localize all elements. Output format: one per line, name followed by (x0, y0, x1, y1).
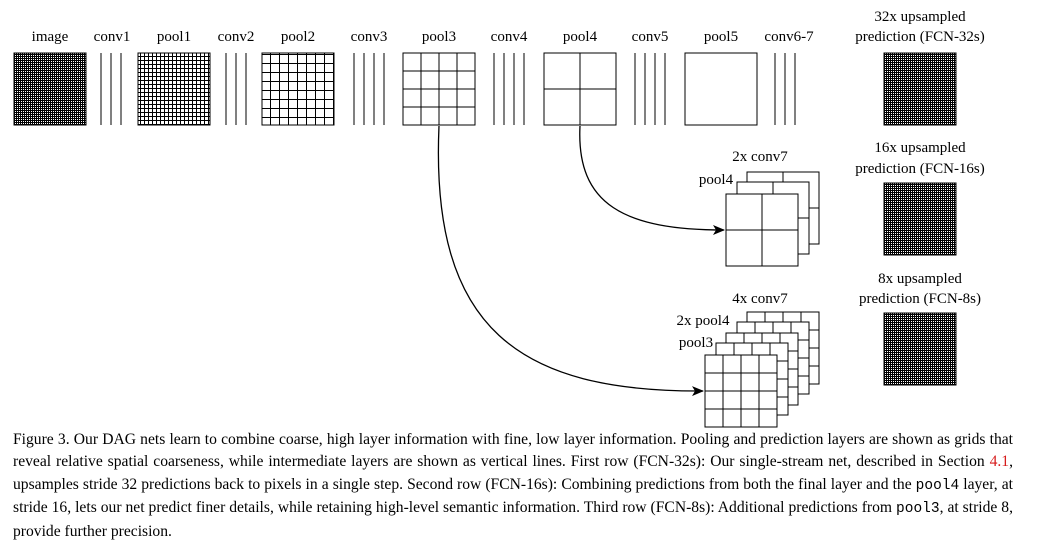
pool4-grid (543, 52, 617, 126)
fcn16s-prediction-grid (883, 182, 957, 256)
label-fcn8s-line1: 8x upsampled (878, 271, 962, 287)
label-pool2: pool2 (281, 29, 315, 45)
figure-caption: Figure 3. Our DAG nets learn to combine … (13, 429, 1013, 543)
label-fcn32s-line2: prediction (FCN-32s) (855, 29, 985, 45)
section-reference-link[interactable]: 4.1 (989, 453, 1010, 471)
label-fcn16s-line1: 16x upsampled (874, 140, 966, 156)
pool2-grid (261, 52, 335, 126)
label-conv3: conv3 (351, 29, 388, 45)
caption-text-2: , upsamples stride 32 predictions back t… (13, 453, 1013, 493)
label-pool4: pool4 (563, 29, 598, 45)
caption-code-pool3: pool3 (896, 501, 940, 518)
label-pool1: pool1 (157, 29, 191, 45)
caption-text-4: , at stride 8, provide further precision… (13, 499, 1014, 540)
label-pool3-stack: pool3 (679, 335, 713, 351)
label-fcn8s-line2: prediction (FCN-8s) (859, 291, 981, 307)
label-conv4: conv4 (491, 29, 528, 45)
label-2x-pool4: 2x pool4 (677, 313, 730, 329)
fcn8s-prediction-grid (883, 312, 957, 386)
pool1-grid (137, 52, 211, 126)
pool4-skip-arrow (579, 125, 725, 235)
label-conv5: conv5 (632, 29, 669, 45)
conv1-lines (100, 53, 122, 125)
label-conv1: conv1 (94, 29, 131, 45)
fcn-architecture-diagram: image conv1 pool1 conv2 pool2 conv3 pool… (13, 9, 985, 428)
conv2-lines (225, 53, 247, 125)
label-pool4-stack: pool4 (699, 172, 734, 188)
label-fcn32s-line1: 32x upsampled (874, 9, 966, 25)
conv6-7-lines (774, 53, 796, 125)
row2-pool4-grid (725, 193, 799, 267)
caption-code-pool4: pool4 (915, 477, 960, 494)
fcn32s-prediction-grid (883, 52, 957, 126)
label-4x-conv7: 4x conv7 (732, 291, 788, 307)
label-2x-conv7: 2x conv7 (732, 149, 788, 165)
label-conv6-7: conv6-7 (764, 29, 814, 45)
image-grid (13, 52, 87, 126)
caption-text-1: Figure 3. Our DAG nets learn to combine … (13, 431, 1013, 471)
label-conv2: conv2 (218, 29, 255, 45)
pool3-grid (402, 52, 476, 126)
conv4-lines (493, 53, 525, 125)
label-pool5: pool5 (704, 29, 738, 45)
conv5-lines (634, 53, 666, 125)
label-image: image (32, 29, 69, 45)
pool5-grid (684, 52, 758, 126)
label-pool3: pool3 (422, 29, 456, 45)
caption-text-3: layer, at stride 16, lets our net predic… (13, 475, 1013, 517)
row3-pool3-grid (704, 354, 778, 428)
pool3-skip-arrow (437, 125, 704, 397)
label-fcn16s-line2: prediction (FCN-16s) (855, 161, 985, 177)
conv3-lines (353, 53, 385, 125)
